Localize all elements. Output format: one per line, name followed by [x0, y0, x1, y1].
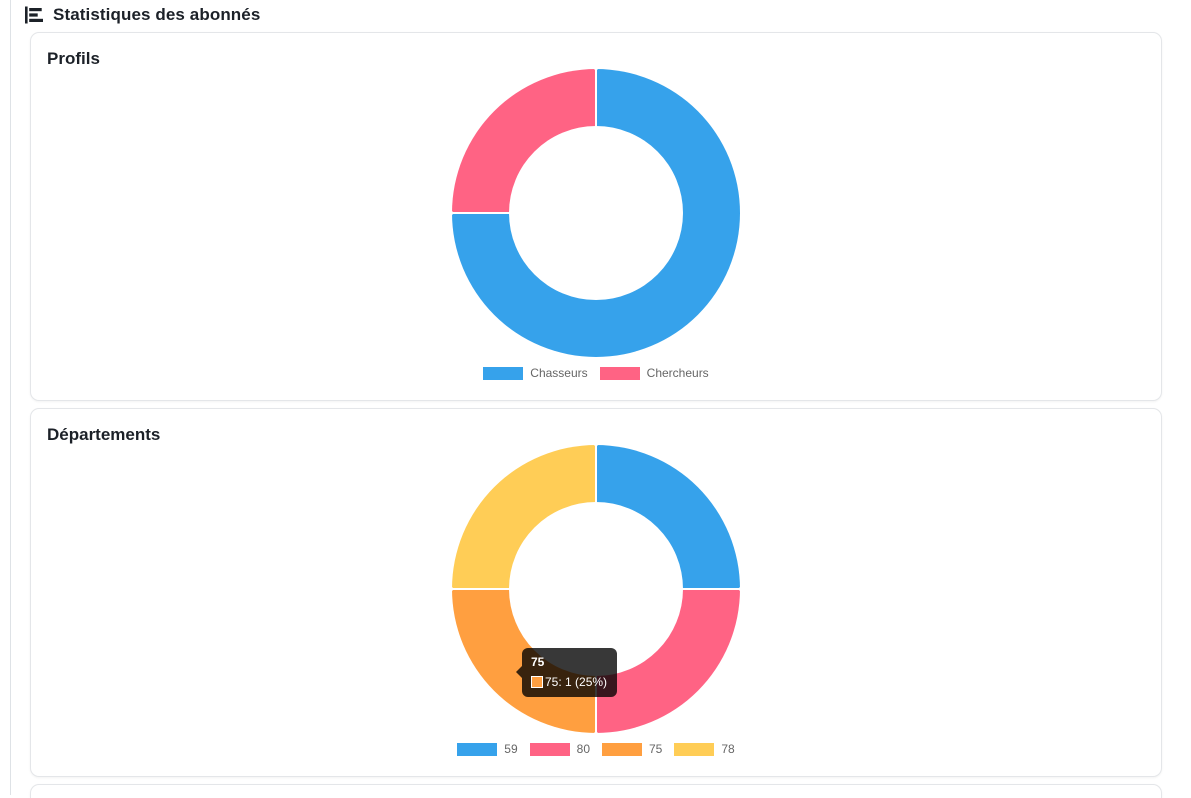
legend-swatch — [674, 742, 715, 756]
legend-swatch — [529, 742, 570, 756]
profils-chart: Chasseurs Chercheurs — [47, 69, 1145, 380]
legend-label: 80 — [576, 742, 590, 756]
page-title: Statistiques des abonnés — [53, 5, 261, 24]
departements-chart: 75 75: 1 (25%) 59 80 75 78 — [47, 445, 1145, 756]
legend-item-75[interactable]: 75 — [602, 742, 662, 756]
chart-tooltip: 75 75: 1 (25%) — [516, 648, 618, 697]
tooltip-body: 75: 1 (25%) — [531, 675, 607, 689]
main-content: Statistiques des abonnés Profils Chasseu… — [10, 0, 1191, 798]
legend-swatch — [457, 742, 498, 756]
departements-legend: 59 80 75 78 — [451, 742, 740, 756]
legend-swatch — [599, 366, 640, 380]
legend-item-chasseurs[interactable]: Chasseurs — [483, 366, 588, 380]
departements-doughnut-chart[interactable]: 75 75: 1 (25%) — [452, 445, 740, 733]
legend-label: 75 — [649, 742, 663, 756]
legend-swatch — [602, 742, 642, 756]
bar-chart-icon — [24, 5, 44, 25]
card-profils-title: Profils — [47, 49, 100, 68]
tooltip-caret — [516, 666, 522, 678]
legend-item-78[interactable]: 78 — [674, 742, 735, 756]
next-card-partial — [30, 784, 1162, 798]
card-departements-title: Départements — [47, 425, 161, 444]
page-header: Statistiques des abonnés — [24, 4, 1162, 26]
doughnut-hole — [509, 126, 683, 300]
profils-legend: Chasseurs Chercheurs — [477, 366, 714, 380]
legend-label: 78 — [721, 742, 735, 756]
profils-doughnut-chart[interactable] — [452, 69, 740, 357]
tooltip-title: 75 — [531, 655, 545, 669]
legend-label: Chasseurs — [530, 366, 588, 380]
card-departements: Départements 75 75: 1 (25%) 59 80 75 78 — [30, 408, 1162, 777]
legend-swatch — [483, 366, 524, 380]
legend-item-chercheurs[interactable]: Chercheurs — [599, 366, 709, 380]
card-profils: Profils Chasseurs Chercheurs — [30, 32, 1162, 401]
legend-item-80[interactable]: 80 — [529, 742, 590, 756]
doughnut-hole — [509, 502, 683, 676]
legend-item-59[interactable]: 59 — [457, 742, 518, 756]
legend-label: Chercheurs — [646, 366, 709, 380]
legend-label: 59 — [504, 742, 518, 756]
tooltip-swatch — [531, 676, 543, 688]
tooltip-label: 75: 1 (25%) — [545, 675, 608, 689]
